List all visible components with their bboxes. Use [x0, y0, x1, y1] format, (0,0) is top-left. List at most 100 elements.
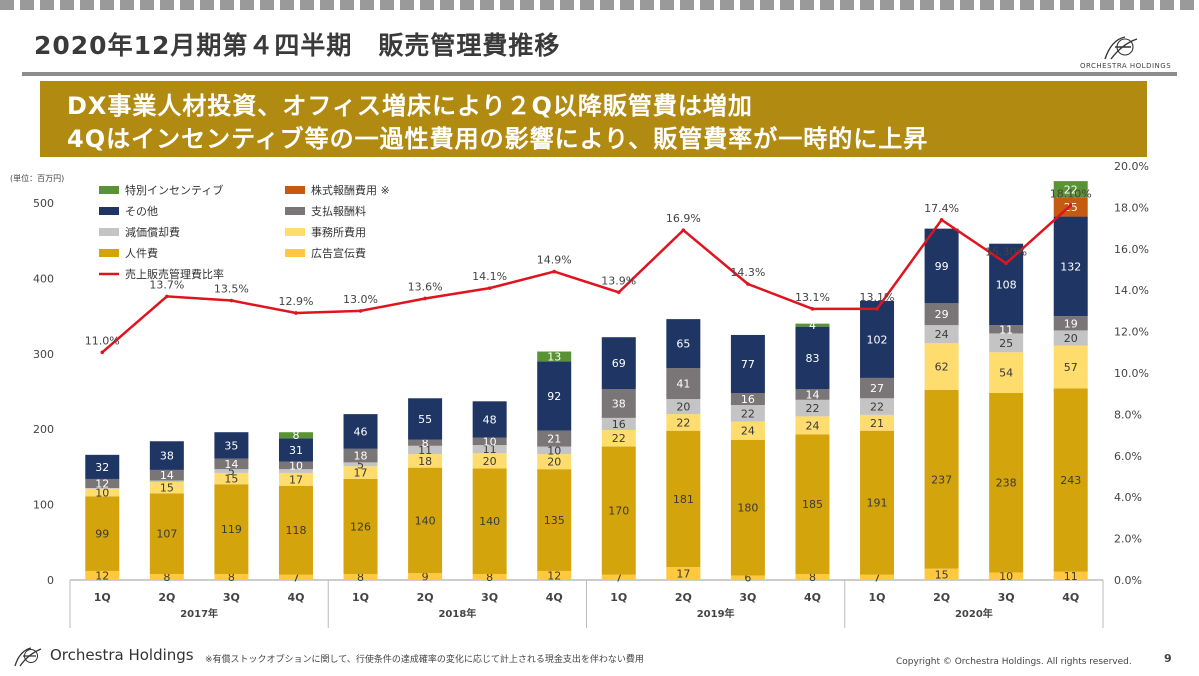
bar-segment — [924, 228, 959, 304]
bar-data-label: 21 — [870, 417, 884, 430]
bar-segment — [666, 414, 701, 431]
ratio-data-label: 13.0% — [343, 293, 378, 306]
ratio-data-label: 13.1% — [795, 291, 830, 304]
copyright: Copyright © Orchestra Holdings. All righ… — [896, 657, 1132, 667]
bar-segment — [149, 441, 184, 470]
bar-data-label: 135 — [544, 514, 565, 527]
bar-segment — [666, 368, 701, 400]
bar-segment — [278, 574, 313, 580]
footer-logo-icon — [14, 647, 42, 667]
legend-swatch — [285, 186, 305, 194]
bar-segment — [85, 496, 120, 571]
bar-segment — [85, 488, 120, 489]
logo-text: ORCHESTRA HOLDINGS — [1080, 62, 1172, 70]
ratio-data-label: 17.4% — [924, 202, 959, 215]
bar-segment — [730, 421, 765, 440]
bar-segment — [149, 469, 184, 481]
bar-data-label: 180 — [737, 502, 758, 515]
ratio-point — [552, 269, 557, 274]
bar-segment — [214, 432, 249, 459]
year-label: 2018年 — [438, 607, 476, 620]
bar-segment — [601, 574, 636, 580]
x-axis-tick-label: 3Q — [998, 591, 1015, 604]
headline-banner: DX事業人材投資、オフィス増床により２Q以降販管費は増加 4Qはインセンティブ等… — [40, 81, 1147, 157]
bar-segment — [472, 468, 507, 574]
y2-axis-tick-label: 0.0% — [1114, 574, 1142, 587]
bar-data-label: 14 — [805, 389, 819, 402]
bar-segment — [408, 439, 443, 446]
legend-label: 人件費 — [125, 246, 158, 260]
bar-segment — [214, 458, 249, 470]
bar-data-label: 55 — [418, 413, 432, 426]
bar-data-label: 15 — [224, 473, 238, 486]
bar-segment — [601, 417, 636, 430]
bar-segment — [472, 573, 507, 580]
y-axis-tick-label: 400 — [33, 272, 54, 285]
x-axis-tick-label: 4Q — [1062, 591, 1079, 604]
bar-data-label: 24 — [805, 419, 819, 432]
ratio-point — [939, 218, 944, 222]
top-decorative-bar — [0, 0, 1199, 10]
bar-data-label: 243 — [1060, 474, 1081, 487]
bar-segment — [795, 323, 830, 327]
year-label: 2019年 — [697, 607, 735, 620]
bar-segment — [149, 481, 184, 494]
ratio-point — [1004, 261, 1008, 266]
bar-segment — [343, 573, 378, 580]
bar-data-label: 10 — [289, 459, 303, 472]
orchestra-logo-icon — [1104, 36, 1138, 60]
bar-data-label: 22 — [612, 432, 626, 445]
bar-data-label: 17 — [289, 473, 303, 486]
bar-segment — [860, 574, 895, 580]
x-axis-tick-label: 1Q — [352, 591, 369, 604]
bar-data-label: 102 — [867, 333, 888, 346]
legend-label: 支払報酬料 — [311, 204, 366, 218]
bar-data-label: 10 — [547, 444, 561, 457]
bar-segment — [795, 573, 830, 580]
y2-axis-tick-label: 10.0% — [1114, 367, 1149, 380]
bar-segment — [472, 453, 507, 469]
bar-segment — [860, 377, 895, 399]
bar-data-label: 12 — [95, 569, 109, 582]
legend-label: 事務所費用 — [311, 225, 366, 239]
y2-axis-tick-label: 20.0% — [1114, 160, 1149, 173]
bar-segment — [795, 416, 830, 435]
y-axis-tick-label: 100 — [33, 499, 54, 512]
bar-data-label: 24 — [935, 328, 949, 341]
bar-segment — [278, 432, 313, 439]
bar-data-label: 15 — [935, 568, 949, 581]
bar-data-label: 83 — [805, 352, 819, 365]
legend-label: 売上販売管理費比率 — [125, 267, 224, 281]
bar-segment — [278, 485, 313, 575]
bar-segment — [472, 437, 507, 446]
bar-data-label: 20 — [547, 456, 561, 469]
ratio-data-label: 14.1% — [472, 270, 507, 283]
bar-segment — [278, 469, 313, 473]
bar-segment — [924, 343, 959, 390]
ratio-point — [229, 298, 234, 303]
ratio-point — [165, 294, 169, 299]
legend-swatch — [99, 207, 119, 215]
bar-data-label: 238 — [996, 477, 1017, 490]
y-axis-tick-label: 200 — [33, 423, 54, 436]
bar-segment — [278, 461, 313, 470]
ratio-data-label: 18.10% — [1050, 187, 1092, 200]
legend-swatch — [285, 207, 305, 215]
bar-segment — [666, 567, 701, 580]
x-axis-tick-label: 4Q — [804, 591, 821, 604]
bar-segment — [860, 398, 895, 415]
ratio-line — [101, 204, 1072, 354]
bar-segment — [601, 337, 636, 390]
x-axis-tick-label: 1Q — [610, 591, 627, 604]
bar-segment — [989, 352, 1024, 394]
bar-data-label: 32 — [95, 461, 109, 474]
bar-segment — [537, 351, 572, 362]
bar-data-label: 6 — [744, 572, 751, 585]
bar-data-label: 10 — [95, 487, 109, 500]
bar-segment — [860, 414, 895, 431]
bar-segment — [278, 438, 313, 462]
ratio-data-label: 13.1% — [860, 291, 895, 304]
bar-data-label: 29 — [935, 308, 949, 321]
bar-segment — [666, 319, 701, 369]
